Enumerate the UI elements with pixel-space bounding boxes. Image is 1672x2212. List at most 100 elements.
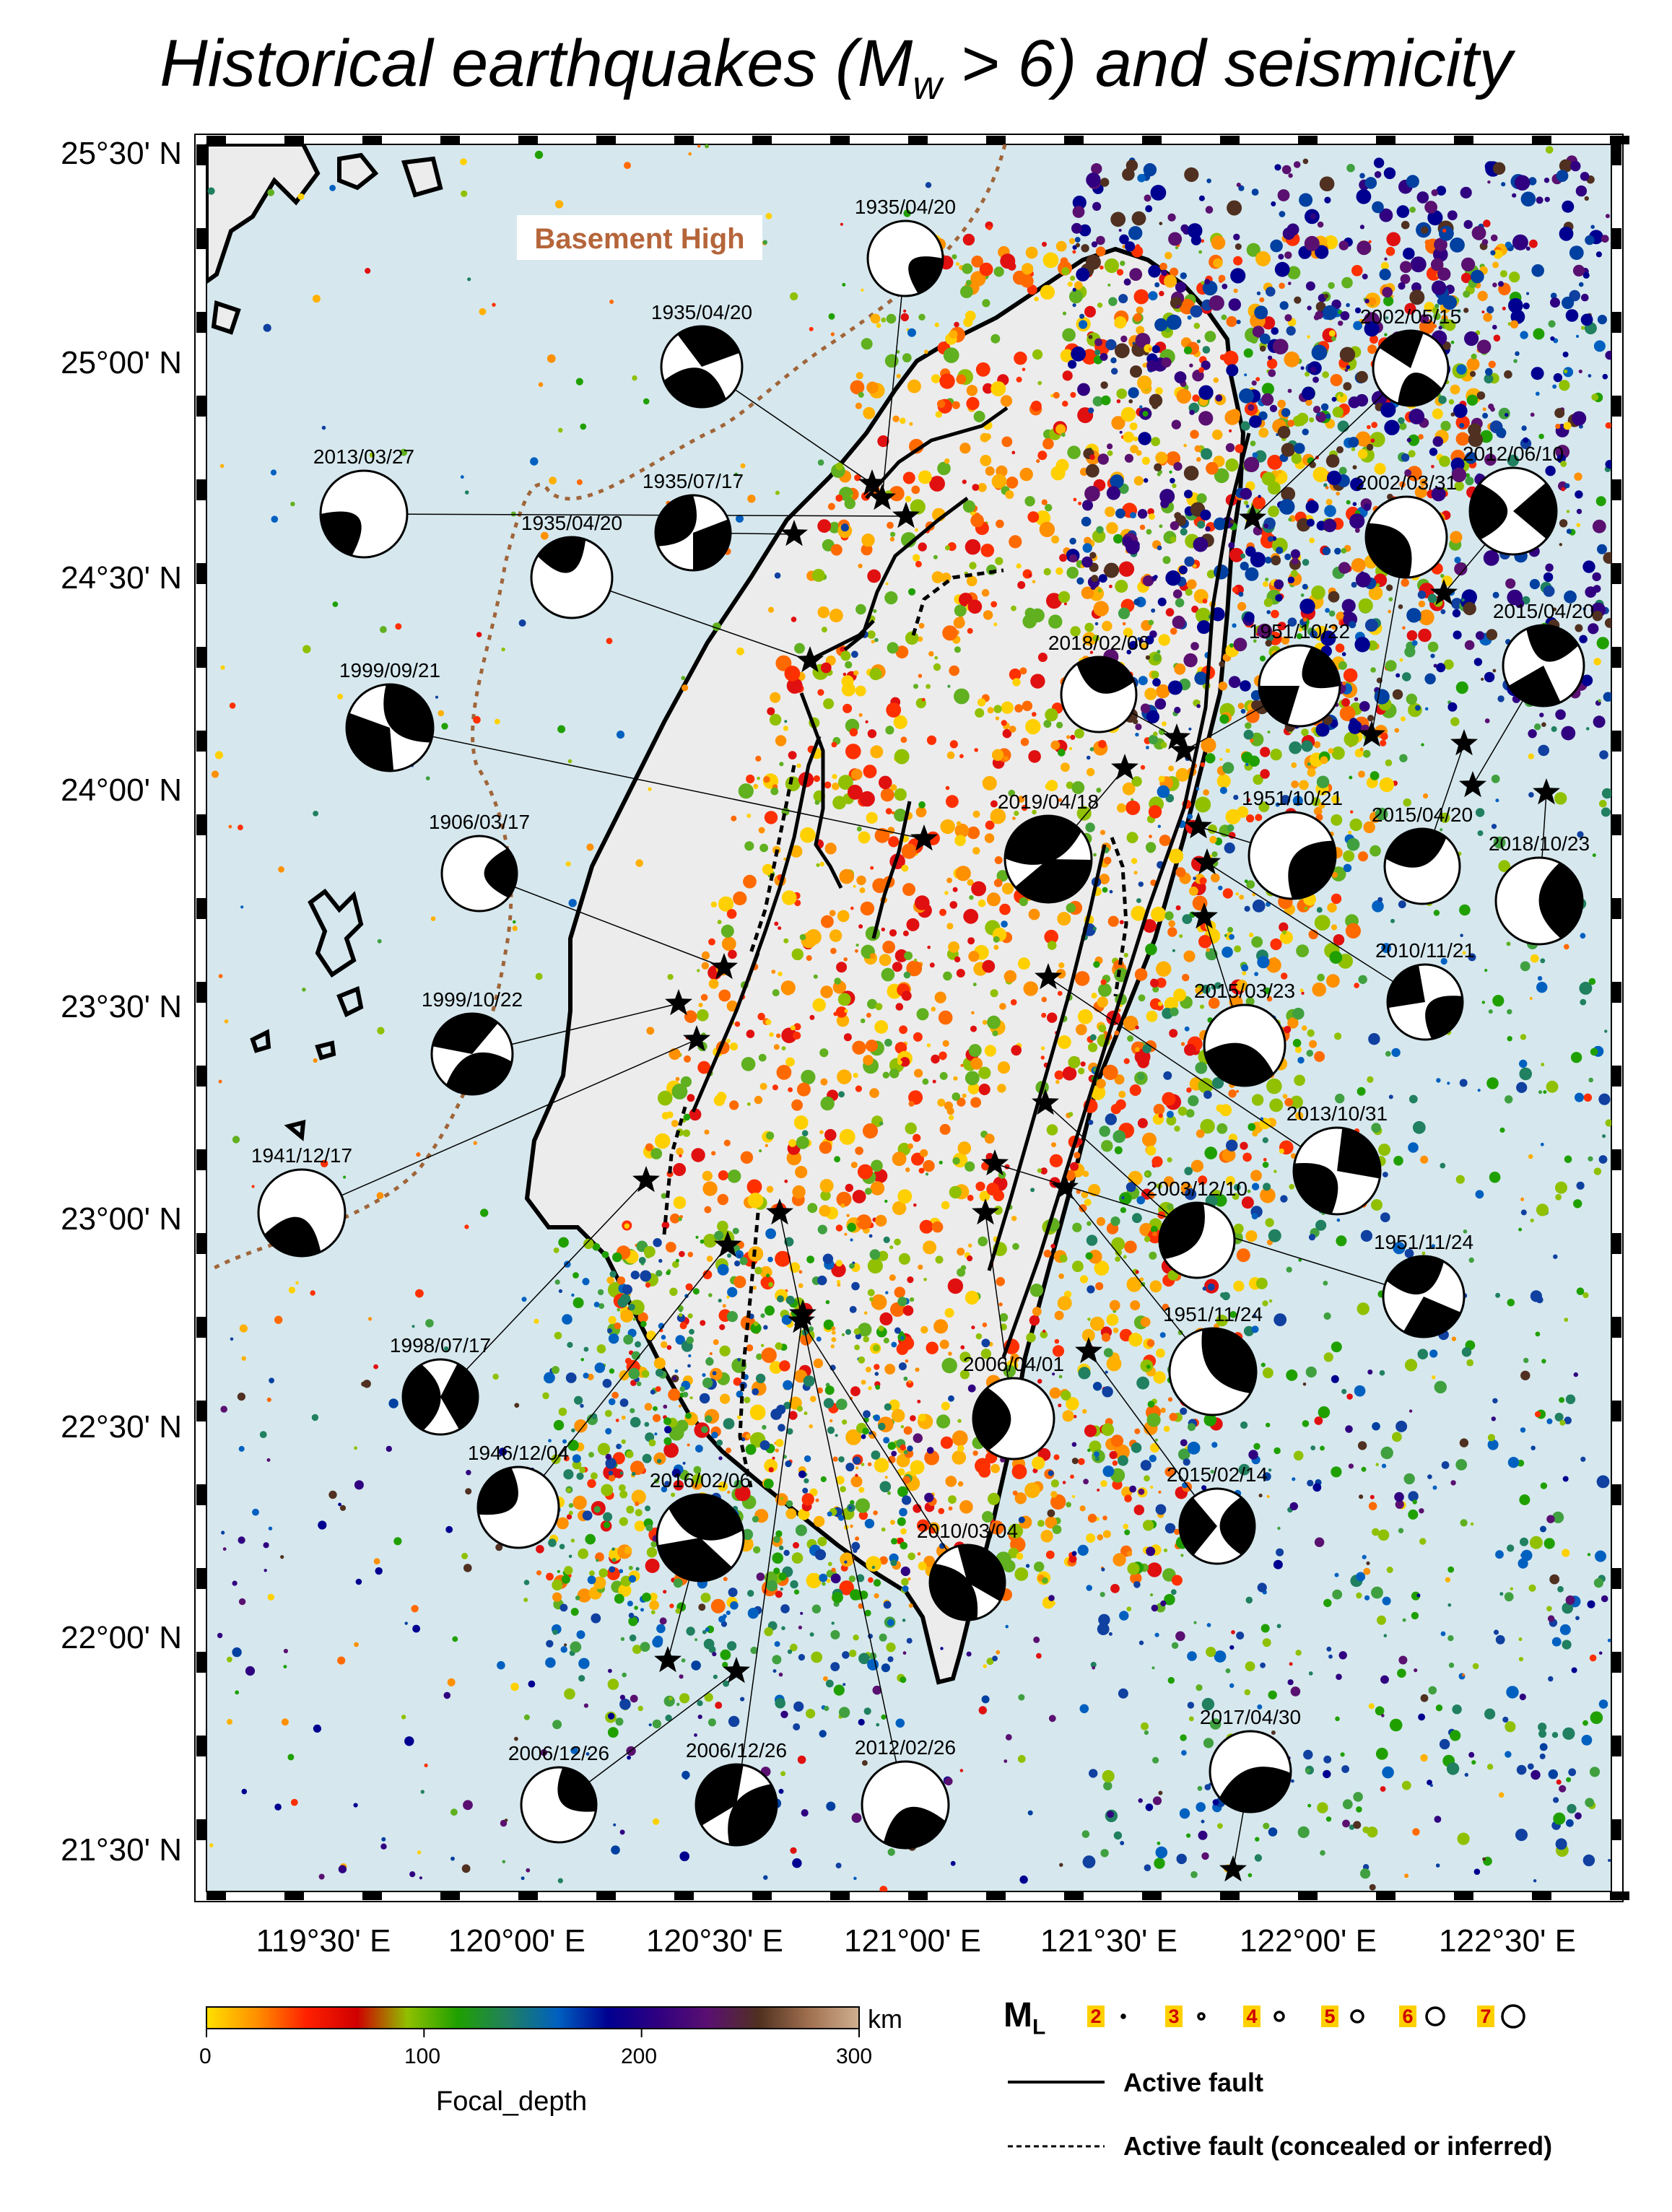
earthquake-dot (655, 1133, 671, 1149)
earthquake-dot (1533, 1879, 1537, 1883)
earthquake-dot (813, 1515, 825, 1528)
earthquake-dot (1243, 500, 1249, 505)
earthquake-dot (1515, 1829, 1528, 1842)
earthquake-dot (697, 1016, 701, 1019)
earthquake-dot (1153, 1371, 1166, 1384)
earthquake-dot (587, 1575, 596, 1585)
earthquake-dot (1546, 1418, 1553, 1424)
earthquake-dot (1297, 412, 1309, 425)
earthquake-dot (830, 1662, 840, 1672)
earthquake-dot (1092, 1450, 1105, 1463)
earthquake-dot (1093, 601, 1109, 617)
earthquake-dot (1246, 814, 1255, 823)
earthquake-dot (603, 1512, 613, 1522)
earthquake-dot (833, 1684, 845, 1696)
earthquake-dot (870, 1181, 885, 1196)
earthquake-dot (1225, 1668, 1231, 1673)
earthquake-dot (1519, 1067, 1532, 1081)
earthquake-dot (973, 411, 985, 422)
earthquake-dot (1174, 371, 1187, 384)
earthquake-dot (899, 1507, 907, 1517)
earthquake-dot (629, 1299, 645, 1315)
earthquake-dot (1271, 327, 1279, 335)
earthquake-dot (1277, 189, 1290, 201)
earthquake-dot (864, 1609, 871, 1616)
earthquake-dot (1076, 1024, 1087, 1035)
earthquake-dot (1077, 1009, 1093, 1024)
earthquake-dot (1305, 371, 1310, 377)
earthquake-dot (890, 784, 897, 791)
earthquake-dot (1270, 239, 1283, 253)
earthquake-dot (1599, 750, 1608, 759)
earthquake-dot (1351, 447, 1356, 451)
earthquake-dot (910, 1415, 916, 1421)
earthquake-dot (1360, 1229, 1372, 1242)
earthquake-dot (1062, 1481, 1066, 1484)
earthquake-dot (915, 560, 922, 567)
earthquake-dot (1384, 257, 1388, 261)
earthquake-dot (1380, 261, 1389, 270)
earthquake-dot (1431, 189, 1439, 196)
earthquake-dot (1355, 431, 1371, 447)
earthquake-dot (678, 1404, 682, 1408)
earthquake-dot (869, 1249, 881, 1260)
earthquake-dot (1158, 1001, 1163, 1006)
earthquake-dot (1540, 1482, 1548, 1489)
earthquake-dot (1424, 302, 1434, 313)
earthquake-dot (1192, 394, 1200, 402)
earthquake-dot (1531, 264, 1544, 277)
earthquake-dot (850, 380, 865, 395)
earthquake-dot (874, 1458, 889, 1473)
earthquake-dot (761, 1347, 777, 1363)
earthquake-dot (720, 924, 734, 938)
earthquake-dot (975, 1333, 983, 1340)
earthquake-dot (701, 962, 709, 970)
earthquake-dot (887, 1491, 891, 1495)
earthquake-dot (1375, 807, 1388, 821)
earthquake-dot (967, 599, 983, 614)
earthquake-dot (931, 1054, 940, 1064)
earthquake-dot (1182, 914, 1193, 924)
earthquake-dot (1183, 443, 1187, 448)
earthquake-dot (1336, 491, 1340, 496)
earthquake-dot (968, 951, 980, 962)
earthquake-dot (935, 1255, 944, 1264)
earthquake-dot (676, 1702, 680, 1706)
earthquake-dot (1224, 842, 1235, 854)
earthquake-dot (695, 1638, 698, 1642)
earthquake-dot (1605, 350, 1611, 360)
earthquake-dot (966, 385, 978, 396)
earthquake-dot (1240, 680, 1251, 692)
earthquake-dot (605, 1458, 617, 1469)
earthquake-dot (847, 1222, 856, 1232)
earthquake-dot (1529, 579, 1540, 590)
earthquake-dot (661, 1335, 666, 1340)
earthquake-dot (1092, 926, 1097, 931)
earthquake-dot (734, 1485, 751, 1502)
earthquake-dot (558, 427, 563, 433)
earthquake-dot (957, 1141, 972, 1155)
earthquake-dot (281, 1718, 289, 1726)
earthquake-dot (1323, 1352, 1333, 1362)
earthquake-dot (566, 1514, 572, 1520)
earthquake-dot (1074, 237, 1081, 243)
earthquake-dot (1528, 729, 1537, 739)
earthquake-dot (814, 1549, 827, 1561)
earthquake-dot (1158, 1490, 1162, 1494)
earthquake-dot (1225, 443, 1235, 453)
earthquake-dot (1601, 788, 1611, 799)
earthquake-dot (1211, 1077, 1224, 1089)
earthquake-dot (1190, 430, 1199, 439)
earthquake-dot (1203, 1414, 1217, 1427)
earthquake-dot (666, 1271, 671, 1276)
earthquake-dot (861, 534, 875, 547)
earthquake-dot (1293, 1450, 1304, 1461)
earthquake-dot (1564, 1155, 1572, 1164)
earthquake-dot (740, 1697, 745, 1702)
earthquake-dot (1200, 1118, 1215, 1134)
earthquake-dot (1229, 933, 1235, 940)
earthquake-dot (900, 1541, 908, 1550)
earthquake-dot (1356, 1592, 1362, 1599)
earthquake-dot (1093, 961, 1100, 968)
earthquake-dot (975, 708, 985, 718)
